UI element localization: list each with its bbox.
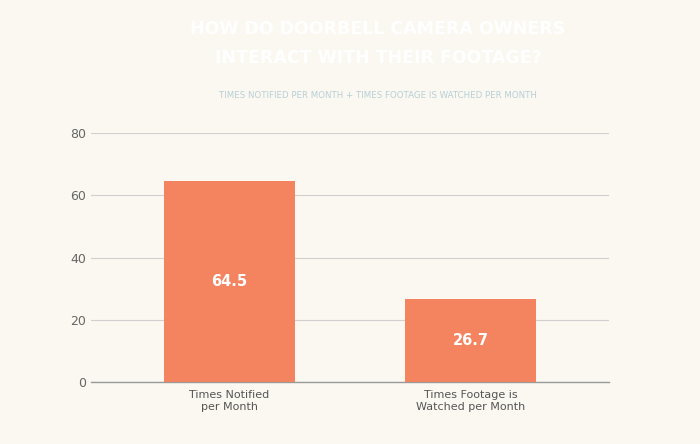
Text: 64.5: 64.5 [211,274,247,289]
Bar [405,299,536,382]
Text: HOW DO DOORBELL CAMERA OWNERS: HOW DO DOORBELL CAMERA OWNERS [190,20,566,38]
Text: INTERACT WITH THEIR FOOTAGE?: INTERACT WITH THEIR FOOTAGE? [215,49,541,67]
Text: TIMES NOTIFIED PER MONTH + TIMES FOOTAGE IS WATCHED PER MONTH: TIMES NOTIFIED PER MONTH + TIMES FOOTAGE… [219,91,537,100]
Text: 26.7: 26.7 [453,333,489,348]
Bar [164,182,295,382]
